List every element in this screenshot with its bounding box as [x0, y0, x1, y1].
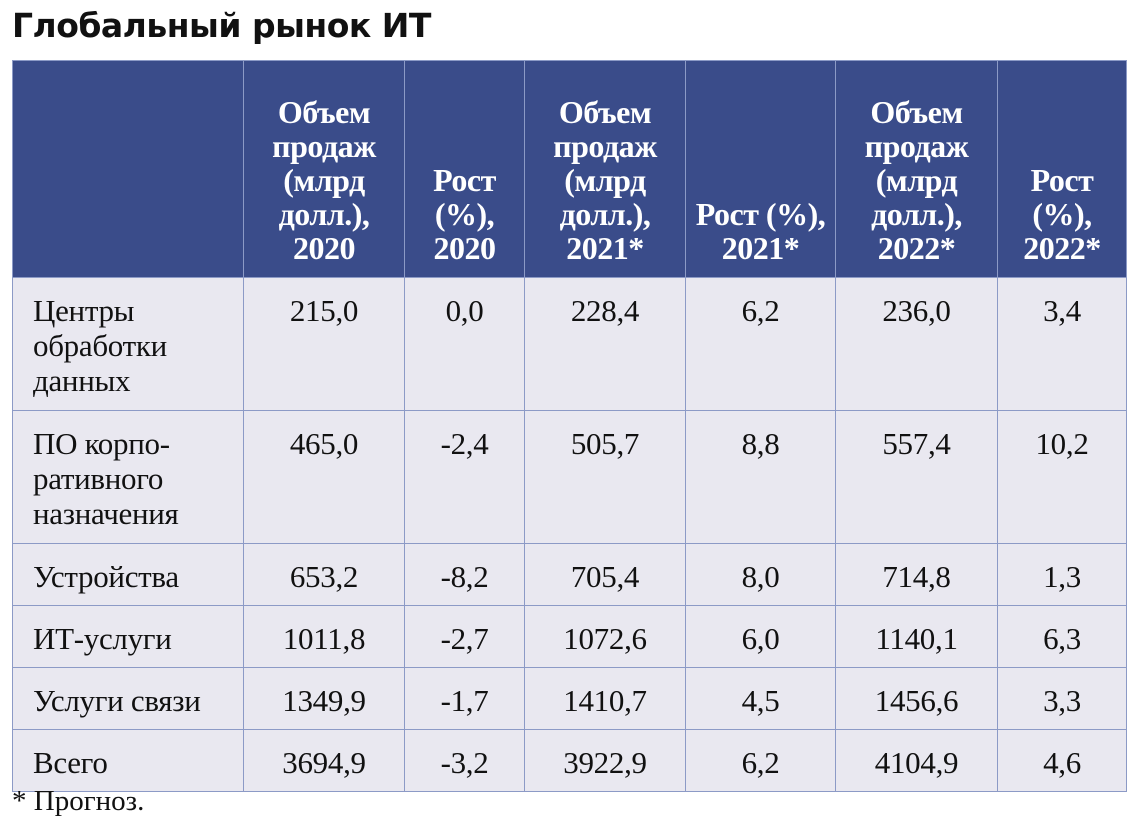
table-cell: 1140,1	[835, 605, 998, 668]
table-cell: 236,0	[835, 277, 998, 411]
table-cell: 6,0	[685, 605, 836, 668]
table-cell: 228,4	[524, 277, 686, 411]
table-cell: 1,3	[997, 543, 1127, 606]
header-cell: Объем продаж (млрд долл.), 2020	[243, 60, 405, 278]
table-cell: 8,8	[685, 410, 836, 544]
table-cell: 215,0	[243, 277, 405, 411]
it-market-table: Объем продаж (млрд долл.), 2020 Рост (%)…	[12, 60, 1127, 792]
table-row: ИТ-услуги 1011,8 -2,7 1072,6 6,0 1140,1 6,3	[12, 605, 1127, 668]
table-row: Услуги связи 1349,9 -1,7 1410,7 4,5 1456,6 3,3	[12, 667, 1127, 730]
table-cell: 6,2	[685, 729, 836, 792]
table-cell: 1349,9	[243, 667, 405, 730]
row-label: ПО корпо-ративного назначения	[12, 410, 244, 544]
table-title: Глобальный рынок ИТ	[12, 6, 431, 45]
table-cell: 4,5	[685, 667, 836, 730]
row-label: ИТ-услуги	[12, 605, 244, 668]
table-cell: -1,7	[404, 667, 525, 730]
table-cell: 4104,9	[835, 729, 998, 792]
table-cell: 6,2	[685, 277, 836, 411]
header-row: Объем продаж (млрд долл.), 2020 Рост (%)…	[12, 60, 1127, 278]
table-cell: 0,0	[404, 277, 525, 411]
table-cell: -2,7	[404, 605, 525, 668]
table-cell: 8,0	[685, 543, 836, 606]
table-cell: 3694,9	[243, 729, 405, 792]
table-cell: 3,4	[997, 277, 1127, 411]
table-row: Устройства 653,2 -8,2 705,4 8,0 714,8 1,3	[12, 543, 1127, 606]
header-cell: Объем продаж (млрд долл.), 2021*	[524, 60, 686, 278]
table-cell: 714,8	[835, 543, 998, 606]
row-label: Услуги связи	[12, 667, 244, 730]
footnote: * Прогноз.	[12, 785, 145, 817]
table-cell: 1456,6	[835, 667, 998, 730]
row-label: Всего	[12, 729, 244, 792]
table-cell: 557,4	[835, 410, 998, 544]
header-cell: Рост (%), 2020	[404, 60, 525, 278]
table-cell: 10,2	[997, 410, 1127, 544]
table-row: Центры обработки данных 215,0 0,0 228,4 6,2 2…	[12, 277, 1127, 411]
header-cell	[12, 60, 244, 278]
table-cell: 4,6	[997, 729, 1127, 792]
table-cell: -2,4	[404, 410, 525, 544]
table-cell: 505,7	[524, 410, 686, 544]
table-cell: 1410,7	[524, 667, 686, 730]
table-cell: 6,3	[997, 605, 1127, 668]
table-row: ПО корпо-ративного назначения 465,0 -2,4 50…	[12, 410, 1127, 544]
header-cell: Объем продаж (млрд долл.), 2022*	[835, 60, 998, 278]
table-cell: 3922,9	[524, 729, 686, 792]
table-cell: -8,2	[404, 543, 525, 606]
header-cell: Рост (%), 2022*	[997, 60, 1127, 278]
table-cell: 3,3	[997, 667, 1127, 730]
table-cell: 705,4	[524, 543, 686, 606]
table-cell: 1072,6	[524, 605, 686, 668]
table-cell: 1011,8	[243, 605, 405, 668]
table-cell: -3,2	[404, 729, 525, 792]
table-cell: 653,2	[243, 543, 405, 606]
table-row: Всего 3694,9 -3,2 3922,9 6,2 4104,9 4,6	[12, 729, 1127, 792]
header-cell: Рост (%), 2021*	[685, 60, 836, 278]
row-label: Центры обработки данных	[12, 277, 244, 411]
table-cell: 465,0	[243, 410, 405, 544]
row-label: Устройства	[12, 543, 244, 606]
